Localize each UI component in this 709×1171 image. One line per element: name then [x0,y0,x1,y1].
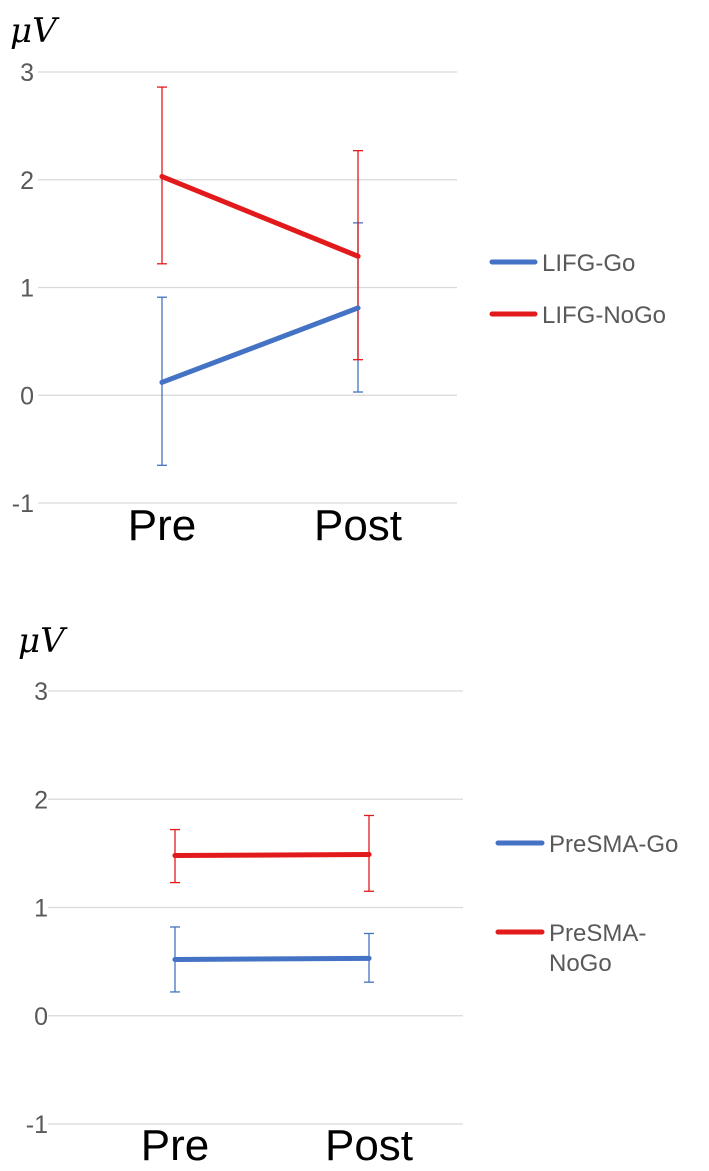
y-tick-label: -1 [12,490,34,518]
unit-label: μV [18,621,68,661]
data-point [159,174,165,180]
legend-label: LIFG-NoGo [542,302,666,329]
y-tick-label: 0 [34,1003,48,1031]
x-category-label: Pre [128,501,196,550]
series-line-presma-go [172,955,372,962]
legend-label: PreSMA- [549,920,646,947]
data-point [172,956,178,962]
x-category-label: Post [325,1121,413,1170]
x-category-label: Post [314,501,402,550]
series-line-lifg-nogo [159,174,361,259]
legend-label: NoGo [549,950,612,977]
unit-label: μV [10,11,60,51]
y-tick-label: 3 [34,678,48,706]
data-point [366,955,372,961]
chart-lifg: 3 2 1 0 -1 μV Pre Post LIFG-Go LIFG-NoGo [10,11,666,550]
y-tick-label: -1 [26,1111,48,1139]
data-point [366,851,372,857]
y-tick-label: 1 [34,895,48,923]
y-tick-label: 2 [34,786,48,814]
legend-label: PreSMA-Go [549,831,678,858]
data-point [172,853,178,859]
data-point [159,379,165,385]
chart-presma: 3 2 1 0 -1 μV Pre Post PreSMA-Go PreSMA- NoGo [18,621,678,1170]
data-point [355,305,361,311]
y-tick-label: 3 [20,59,34,87]
series-line-presma-nogo [172,851,372,859]
y-tick-label: 2 [20,167,34,195]
data-point [355,253,361,259]
legend-label: LIFG-Go [542,250,635,277]
y-tick-label: 1 [20,275,34,303]
y-tick-label: 0 [20,382,34,410]
x-category-label: Pre [141,1121,209,1170]
series-line-lifg-go [159,305,361,385]
